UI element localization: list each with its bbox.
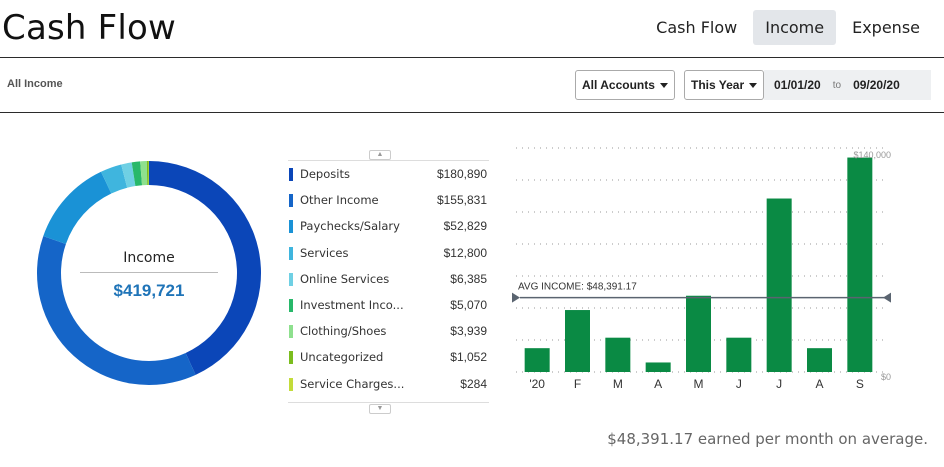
category-row[interactable]: Online Services $6,385 <box>288 266 489 292</box>
category-row[interactable]: Paychecks/Salary $52,829 <box>288 213 489 239</box>
category-swatch <box>289 246 293 260</box>
income-bar[interactable] <box>645 362 671 372</box>
category-swatch <box>289 351 293 365</box>
x-tick-label: '20 <box>529 377 545 391</box>
income-bar[interactable] <box>807 348 832 372</box>
period-select[interactable]: This Year <box>684 70 765 100</box>
donut-center: Income $419,721 <box>80 250 218 301</box>
category-name: Services <box>300 245 349 260</box>
category-list: Deposits $180,890 Other Income $155,831 Payc… <box>288 160 489 403</box>
category-swatch <box>289 168 293 181</box>
category-row[interactable]: Clothing/Shoes $3,939 <box>288 318 489 344</box>
income-bar[interactable] <box>524 348 550 372</box>
x-tick-label: M <box>613 377 623 391</box>
accounts-select-value: All Accounts <box>582 78 655 92</box>
start-date-input[interactable]: 01/01/20 <box>774 78 821 92</box>
category-name: Online Services <box>300 271 390 286</box>
accounts-select[interactable]: All Accounts <box>575 70 675 100</box>
donut-slice[interactable] <box>146 161 149 186</box>
header-divider <box>0 57 944 58</box>
category-row[interactable]: Deposits $180,890 <box>288 161 489 187</box>
category-amount: $3,939 <box>450 324 487 339</box>
average-label: AVG INCOME: $48,391.17 <box>518 282 637 293</box>
donut-slice[interactable] <box>43 171 112 244</box>
category-amount: $1,052 <box>450 350 487 365</box>
income-bar[interactable] <box>726 337 752 372</box>
monthly-income-bar-chart: '20 F M A M J J A S $0 $140,000 AVG INCOME: $48,391… <box>512 147 891 391</box>
income-bar[interactable] <box>847 157 873 372</box>
x-tick-label: A <box>654 377 662 391</box>
category-swatch <box>289 220 293 234</box>
category-name: Investment Inco... <box>300 298 404 313</box>
filter-divider <box>0 112 944 113</box>
category-name: Uncategorized <box>300 350 384 365</box>
average-note: $48,391.17 earned per month on average. <box>607 430 928 448</box>
date-to-label: to <box>832 79 842 91</box>
category-row[interactable]: Uncategorized $1,052 <box>288 344 489 370</box>
category-amount: $180,890 <box>436 167 487 182</box>
category-row[interactable]: Investment Inco... $5,070 <box>288 292 489 318</box>
income-bar[interactable] <box>766 198 792 372</box>
tab-income[interactable]: Income <box>753 10 837 45</box>
category-swatch <box>289 194 293 208</box>
category-amount: $5,070 <box>450 298 487 313</box>
category-row[interactable]: Other Income $155,831 <box>288 187 489 213</box>
donut-slice[interactable] <box>36 236 196 385</box>
average-marker-right <box>883 292 891 303</box>
page-title: Cash Flow <box>2 8 177 48</box>
x-tick-label: J <box>736 377 742 391</box>
category-name: Clothing/Shoes <box>300 324 387 339</box>
x-tick-label: A <box>815 377 823 391</box>
category-row[interactable]: Services $12,800 <box>288 240 489 266</box>
tab-cash-flow[interactable]: Cash Flow <box>656 18 738 37</box>
x-tick-label: S <box>856 377 864 391</box>
donut-slice[interactable] <box>149 161 262 375</box>
donut-label: Income <box>123 250 175 266</box>
category-amount: $284 <box>460 376 487 391</box>
scroll-up-button[interactable]: ▲ <box>369 150 391 160</box>
category-name: Service Charges... <box>300 376 405 391</box>
category-swatch <box>289 298 293 312</box>
donut-divider <box>80 272 218 273</box>
filter-label: All Income <box>7 78 63 90</box>
caret-down-icon <box>659 83 668 89</box>
end-date-input[interactable]: 09/20/20 <box>853 78 900 92</box>
date-range: 01/01/20 to 09/20/20 <box>764 70 931 100</box>
y-tick-label: $140,000 <box>853 150 891 160</box>
category-swatch <box>289 377 293 391</box>
income-bar[interactable] <box>605 337 631 372</box>
average-marker-left <box>512 292 520 303</box>
period-select-value: This Year <box>691 78 745 92</box>
category-amount: $52,829 <box>443 219 487 234</box>
x-tick-label: M <box>694 377 704 391</box>
category-amount: $155,831 <box>436 193 487 208</box>
donut-slice[interactable] <box>140 161 148 186</box>
category-row[interactable]: Service Charges... $284 <box>288 371 489 397</box>
donut-slice[interactable] <box>101 164 128 194</box>
income-total: $419,721 <box>113 281 185 300</box>
category-name: Other Income <box>300 193 379 208</box>
x-tick-label: J <box>776 377 782 391</box>
x-tick-label: F <box>574 377 581 391</box>
donut-slice[interactable] <box>131 161 143 187</box>
caret-down-icon <box>749 83 758 89</box>
view-tabs: Cash Flow Income Expense <box>644 10 932 45</box>
donut-slice[interactable] <box>121 162 136 188</box>
income-bar[interactable] <box>565 310 590 372</box>
category-swatch <box>289 325 293 339</box>
tab-expense[interactable]: Expense <box>852 18 920 37</box>
category-swatch <box>289 272 293 286</box>
category-amount: $12,800 <box>443 245 487 260</box>
category-name: Deposits <box>300 167 350 182</box>
category-amount: $6,385 <box>450 271 487 286</box>
scroll-down-button[interactable]: ▼ <box>369 404 391 414</box>
income-donut-chart <box>36 161 262 385</box>
category-name: Paychecks/Salary <box>300 219 400 234</box>
y-tick-label: $0 <box>881 372 891 382</box>
income-bar[interactable] <box>686 295 711 372</box>
